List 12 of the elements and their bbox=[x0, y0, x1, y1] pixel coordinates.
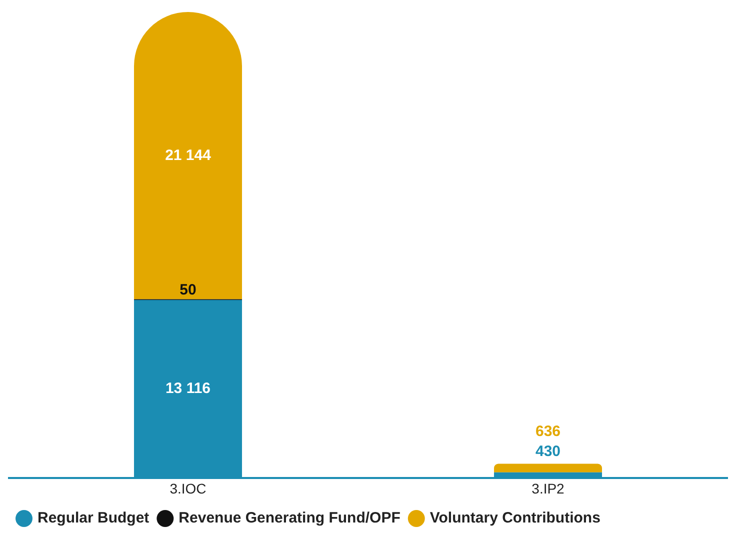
bar bbox=[134, 12, 242, 300]
x-tick-label: 3.IP2 bbox=[532, 480, 565, 496]
data-label: 636 bbox=[535, 422, 561, 440]
bar bbox=[494, 464, 602, 472]
legend-label: Revenue Generating Fund/OPF bbox=[178, 510, 400, 527]
data-label: 50 bbox=[180, 281, 196, 298]
legend-label: Regular Budget bbox=[38, 510, 150, 527]
data-label: 21 144 bbox=[165, 146, 212, 164]
data-label: 430 bbox=[535, 442, 561, 460]
data-label: 13 116 bbox=[165, 380, 211, 398]
x-tick-label: 3.IOC bbox=[170, 480, 206, 496]
legend-label: Voluntary Contributions bbox=[430, 510, 600, 527]
